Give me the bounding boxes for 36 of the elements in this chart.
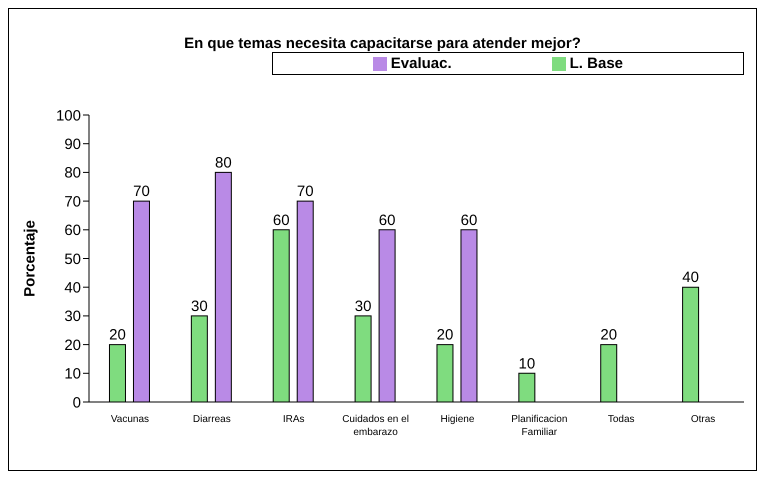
x-tick-label: Vacunas: [110, 414, 150, 425]
x-tick-label: Todas: [608, 414, 635, 425]
data-label: 20: [600, 326, 618, 344]
y-tick-label: 100: [56, 107, 81, 124]
x-tick-label: IRAs: [282, 414, 305, 425]
y-tick-label: 50: [64, 250, 81, 268]
data-label: 60: [378, 212, 396, 229]
chart-title: En que temas necesita capacitarse para atender mejor?: [183, 35, 582, 52]
y-tick-label: 10: [64, 366, 81, 383]
data-label: 60: [272, 212, 290, 229]
data-label: 30: [354, 298, 372, 315]
legend-label: L. Base: [570, 55, 623, 72]
y-tick-label: 90: [64, 136, 81, 154]
y-tick-label: 80: [64, 164, 81, 182]
data-label: 60: [460, 212, 478, 229]
data-label: 30: [191, 298, 208, 315]
legend-label: Evaluac.: [390, 55, 452, 72]
data-label: 70: [133, 183, 150, 200]
data-label: 10: [518, 355, 536, 372]
y-tick-label: 20: [64, 336, 81, 354]
x-tick-label: Planificacion Familiar: [511, 414, 568, 438]
data-label: 20: [109, 326, 126, 344]
y-tick-label: 60: [64, 222, 81, 240]
x-tick-label: Higiene: [440, 414, 475, 425]
x-tick-label: Diarreas: [192, 414, 231, 425]
y-tick-label: 70: [64, 193, 81, 210]
y-tick-label: 30: [64, 308, 81, 326]
x-tick-label: Otras: [690, 414, 716, 425]
x-tick-label: Cuidados en el embarazo: [342, 414, 409, 438]
data-label: 40: [682, 269, 699, 286]
y-axis-title: Porcentaje: [21, 220, 38, 297]
data-label: 80: [215, 154, 232, 172]
data-label: 20: [436, 326, 454, 344]
data-label: 70: [296, 183, 314, 200]
y-tick-label: 40: [64, 280, 81, 297]
y-tick-label: 0: [72, 394, 81, 412]
